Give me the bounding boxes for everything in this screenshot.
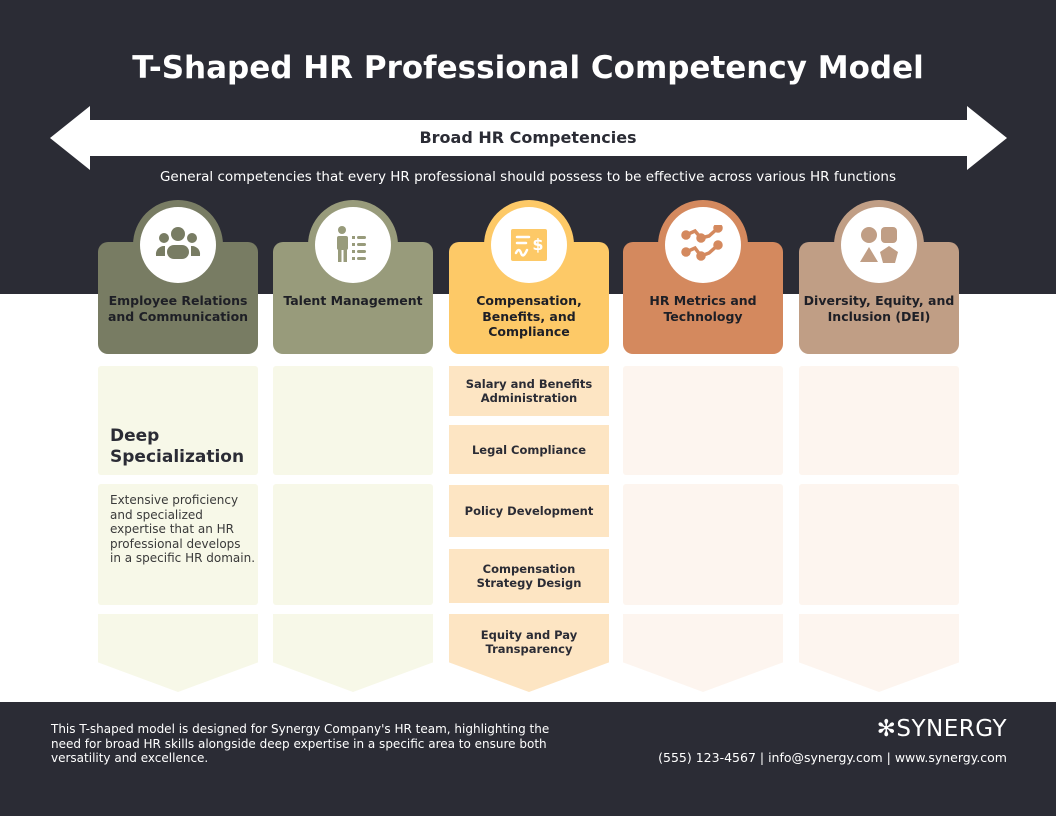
- column-cell: [273, 484, 433, 605]
- contact-info: (555) 123-4567 | info@synergy.com | www.…: [658, 750, 1007, 765]
- footer: [0, 702, 1056, 816]
- deep-specialization-description: Extensive proficiency and specialized ex…: [110, 493, 256, 565]
- deep-specialization-label: Deep Specialization: [110, 426, 245, 467]
- column-cell: [98, 366, 258, 475]
- competency-label: HR Metrics and Technology: [649, 293, 757, 324]
- specialization-item: Policy Development: [449, 485, 609, 537]
- column-cell: [273, 366, 433, 475]
- person-list-icon: [315, 207, 391, 283]
- column-cell: [623, 366, 783, 475]
- double-arrow-icon: [50, 106, 1007, 170]
- competency-label: Diversity, Equity, and Inclusion (DEI): [803, 293, 955, 324]
- column-cell: [623, 484, 783, 605]
- specialization-item: Compensation Strategy Design: [449, 549, 609, 603]
- column-arrow: [799, 614, 959, 692]
- people-group-icon: [140, 207, 216, 283]
- receipt-dollar-icon: $: [491, 207, 567, 283]
- shapes-icon: [841, 207, 917, 283]
- competency-label: Employee Relations and Communication: [107, 293, 249, 324]
- column-arrow: [623, 614, 783, 692]
- specialization-item: Legal Compliance: [449, 425, 609, 474]
- synergy-logo: ✻SYNERGY: [876, 716, 1007, 742]
- specialization-item: Salary and Benefits Administration: [449, 366, 609, 416]
- broad-competencies-description: General competencies that every HR profe…: [159, 169, 897, 185]
- specialization-item: Equity and Pay Transparency: [480, 628, 578, 656]
- column-cell: [799, 366, 959, 475]
- competency-label: Talent Management: [283, 293, 423, 308]
- column-arrow: [273, 614, 433, 692]
- column-cell: [799, 484, 959, 605]
- page-title: T-Shaped HR Professional Competency Mode…: [132, 50, 924, 86]
- svg-text:$: $: [532, 235, 543, 254]
- line-chart-icon: [665, 207, 741, 283]
- asterisk-icon: ✻: [876, 716, 897, 742]
- column-arrow: [98, 614, 258, 692]
- competency-label: Compensation, Benefits, and Compliance: [476, 293, 582, 339]
- broad-competencies-label: Broad HR Competencies: [419, 128, 637, 147]
- footer-note: This T-shaped model is designed for Syne…: [51, 722, 550, 765]
- column-cell: [98, 484, 258, 605]
